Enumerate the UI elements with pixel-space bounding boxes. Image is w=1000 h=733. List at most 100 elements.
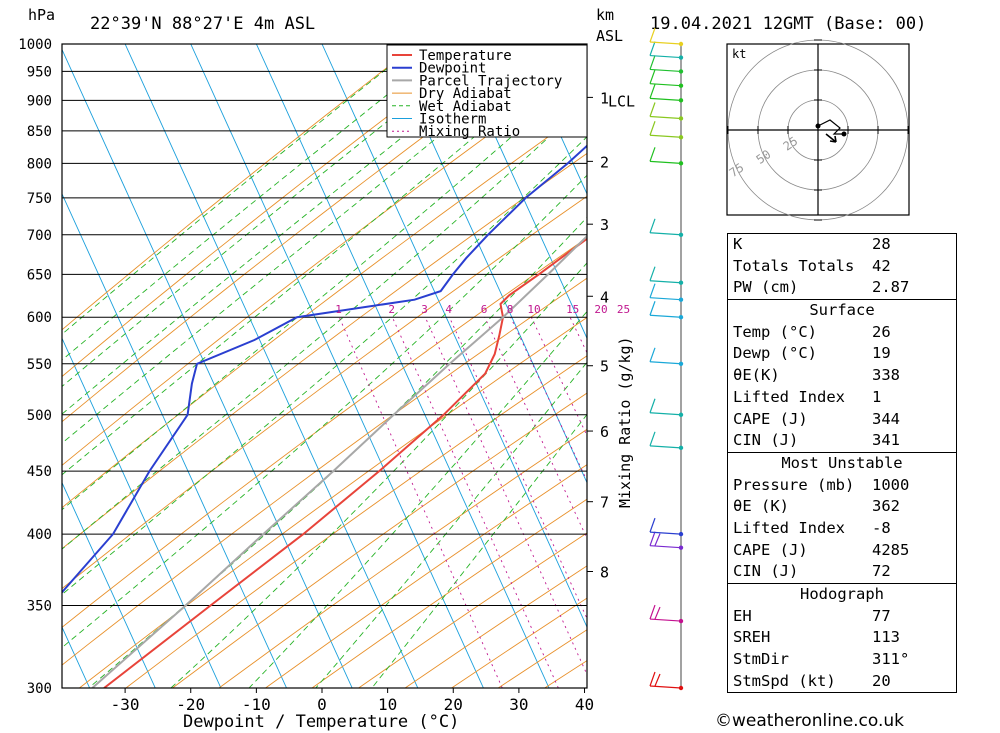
pressure-tick-label: 850 bbox=[27, 124, 52, 140]
asl-label: ASL bbox=[596, 27, 623, 45]
hodograph-row: StmDir 311° bbox=[728, 649, 956, 671]
dry-adiabat-line bbox=[218, 428, 587, 688]
wind-barb-shaft bbox=[649, 232, 682, 236]
wind-barbs bbox=[649, 27, 684, 691]
wind-barb-shaft bbox=[649, 685, 682, 689]
wind-barb-shaft bbox=[649, 41, 682, 45]
wind-barb-shaft bbox=[649, 297, 682, 301]
index-row: Totals Totals 42 bbox=[728, 256, 956, 278]
hodograph-trace bbox=[817, 119, 844, 135]
pressure-tick-label: 700 bbox=[27, 228, 52, 244]
dry-adiabat-line bbox=[62, 152, 587, 550]
isotherm-line bbox=[518, 44, 587, 195]
copyright[interactable]: ©weatheronline.co.uk bbox=[715, 711, 905, 731]
hodograph-value: 311° bbox=[872, 650, 910, 669]
mixing-ratio-label: 15 bbox=[566, 303, 579, 316]
hodograph-label: EH bbox=[733, 606, 752, 625]
wet-adiabat-line bbox=[248, 310, 587, 688]
height-tick-label: 5 bbox=[600, 358, 609, 376]
wet-adiabat-line bbox=[62, 44, 583, 476]
hodograph-row: StmSpd (kt) 20 bbox=[728, 671, 956, 693]
legend-entry: Parcel Trajectory bbox=[419, 73, 562, 89]
hodograph-unit-label: kt bbox=[732, 47, 746, 61]
most-unstable-row: CIN (J) 72 bbox=[728, 561, 956, 583]
wet-adiabat-line bbox=[62, 44, 484, 388]
pressure-tick-label: 350 bbox=[27, 599, 52, 615]
wind-barb-flag bbox=[649, 301, 656, 316]
most-unstable-label: CIN (J) bbox=[733, 562, 799, 581]
wind-barb-flag bbox=[649, 398, 656, 413]
surface-row: Temp (°C) 26 bbox=[728, 322, 956, 344]
mixing-ratio-label: 8 bbox=[507, 303, 514, 316]
mixing-ratio-line bbox=[484, 317, 587, 540]
pressure-tick-label: 800 bbox=[27, 156, 52, 172]
mixing-ratio-label: 6 bbox=[481, 303, 488, 316]
x-tick-label: 20 bbox=[444, 695, 463, 714]
location-label: 22°39'N 88°27'E 4m ASL bbox=[90, 14, 315, 34]
mixing-ratio-label: 2 bbox=[388, 303, 395, 316]
hodograph-row: SREH 113 bbox=[728, 627, 956, 649]
pressure-tick-label: 950 bbox=[27, 64, 52, 80]
surface-value: 26 bbox=[872, 322, 891, 341]
wind-barb-shaft bbox=[649, 54, 682, 59]
mixing-ratio-labels: 1 2 3 4 6 8 10 15 20 25 bbox=[335, 303, 630, 316]
x-tick-label: 10 bbox=[378, 695, 397, 714]
wind-barb-flag bbox=[654, 673, 661, 687]
wind-barb-flag bbox=[649, 84, 656, 99]
most-unstable-value: 1000 bbox=[872, 475, 910, 494]
height-tick-label: 1 bbox=[600, 89, 609, 107]
legend-entry: Mixing Ratio bbox=[419, 124, 520, 140]
index-value: 28 bbox=[872, 235, 891, 253]
legend-entry: Temperature bbox=[419, 48, 512, 64]
isotherm-line bbox=[0, 44, 24, 688]
wind-barb-dot bbox=[678, 83, 684, 88]
wind-barb-shaft bbox=[649, 83, 682, 87]
x-axis-ticks: -30 -20 -10 0 10 20 30 40 bbox=[111, 688, 594, 714]
pressure-tick-label: 900 bbox=[27, 93, 52, 109]
hodograph-value: 113 bbox=[872, 628, 900, 647]
series-line-parcel-trajectory bbox=[91, 234, 587, 688]
wind-barb-shaft bbox=[649, 68, 682, 73]
height-tick-label: 6 bbox=[600, 423, 609, 441]
height-unit-label: km bbox=[596, 6, 614, 24]
wind-barb-flag bbox=[649, 604, 656, 620]
hodograph-point bbox=[841, 131, 847, 137]
mixing-ratio-line bbox=[338, 317, 503, 688]
series-line-dewpoint bbox=[62, 144, 587, 594]
hodograph-label: StmSpd (kt) bbox=[733, 671, 836, 690]
wind-barb-shaft bbox=[649, 97, 682, 101]
wind-barb-flag bbox=[649, 41, 656, 56]
wind-barb-flag bbox=[649, 283, 656, 298]
surface-row: CIN (J) 341 bbox=[728, 430, 956, 452]
most-unstable-row: CAPE (J) 4285 bbox=[728, 540, 956, 562]
dry-adiabat-line bbox=[311, 498, 587, 688]
index-label: K bbox=[733, 235, 743, 253]
legend-entry: Wet Adiabat bbox=[419, 99, 512, 115]
most-unstable-title: Most Unstable bbox=[781, 453, 903, 472]
hodograph-ring-label: 50 bbox=[754, 147, 774, 167]
isotherm-line bbox=[452, 44, 587, 340]
hodograph-value: 20 bbox=[872, 671, 891, 690]
index-value: 2.87 bbox=[872, 278, 910, 297]
wind-barb-dot bbox=[678, 98, 684, 103]
pressure-tick-label: 500 bbox=[27, 408, 52, 424]
dry-adiabat-line bbox=[172, 392, 587, 688]
x-tick-label: -20 bbox=[176, 695, 205, 714]
surface-label: θE(K) bbox=[733, 366, 780, 385]
index-row: K 28 bbox=[728, 234, 956, 256]
isotherm-line bbox=[387, 44, 587, 484]
wind-barb-flag bbox=[649, 27, 656, 43]
wet-adiabat-line bbox=[62, 101, 587, 550]
legend-entry: Dewpoint bbox=[419, 61, 486, 77]
pressure-tick-label: 550 bbox=[27, 357, 52, 373]
series-line-temperature bbox=[103, 237, 587, 688]
pressure-tick-label: 1000 bbox=[18, 37, 52, 53]
wind-barb-flag bbox=[649, 55, 656, 70]
lcl-label: LCL bbox=[608, 92, 635, 110]
dry-adiabat-line bbox=[79, 316, 587, 688]
wind-barb-flag bbox=[649, 517, 656, 533]
wind-barb-shaft bbox=[649, 160, 682, 164]
x-tick-label: 40 bbox=[575, 695, 594, 714]
